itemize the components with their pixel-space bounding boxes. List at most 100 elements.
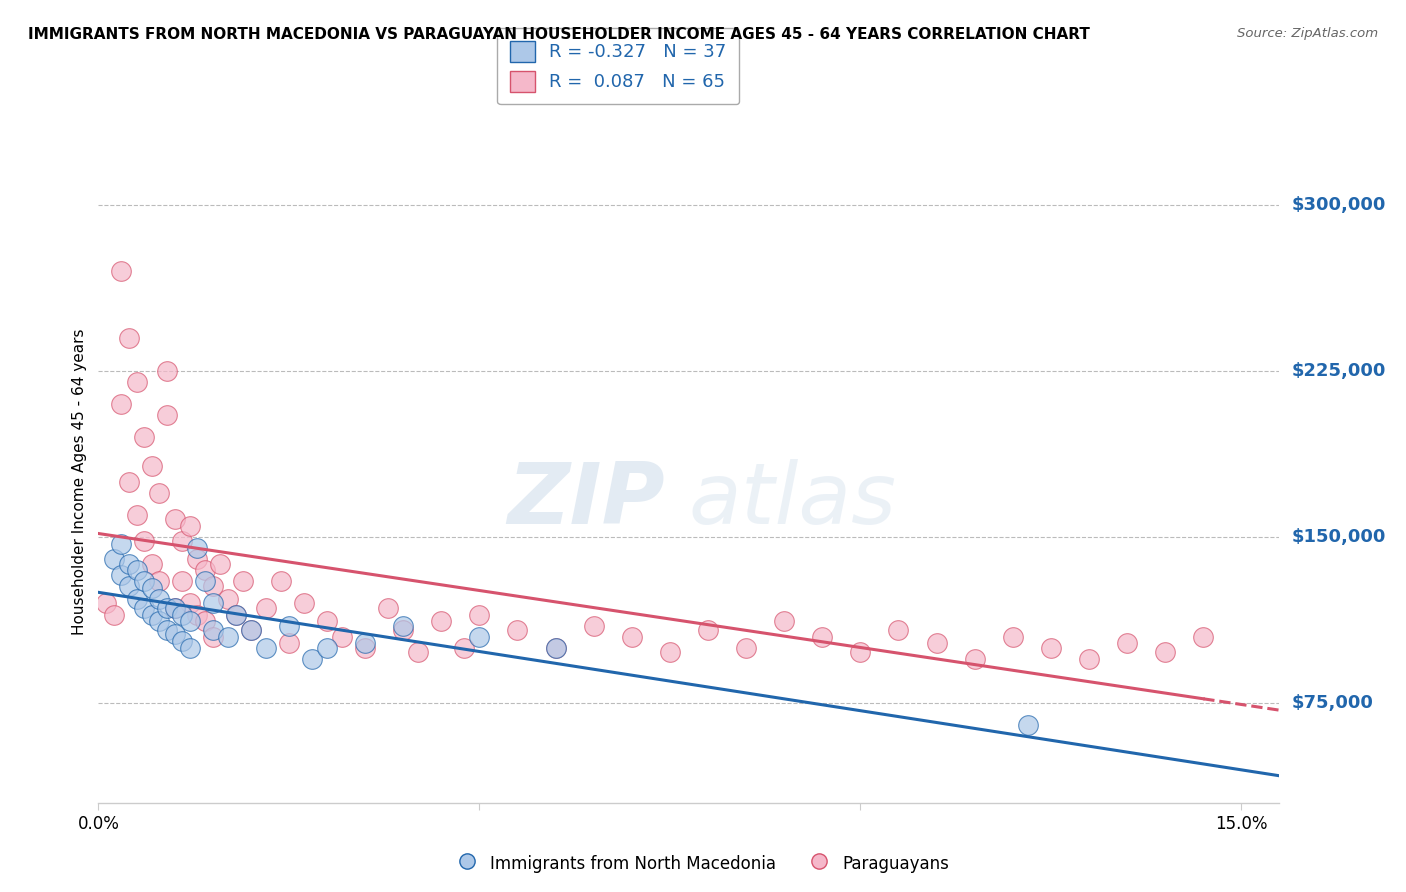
Point xyxy=(201,630,224,644)
Point xyxy=(811,630,834,644)
Point xyxy=(316,614,339,628)
Point xyxy=(544,640,567,655)
Point xyxy=(408,645,430,659)
Text: atlas: atlas xyxy=(689,459,897,542)
Point xyxy=(156,601,179,615)
Point xyxy=(292,597,315,611)
Point xyxy=(148,574,170,589)
Point xyxy=(148,592,170,607)
Point xyxy=(735,640,758,655)
Text: $150,000: $150,000 xyxy=(1291,528,1386,546)
Point xyxy=(254,601,277,615)
Point xyxy=(141,607,163,622)
Point xyxy=(1001,630,1024,644)
Point xyxy=(887,623,910,637)
Point xyxy=(179,519,201,533)
Point xyxy=(103,552,125,566)
Legend: R = -0.327   N = 37, R =  0.087   N = 65: R = -0.327 N = 37, R = 0.087 N = 65 xyxy=(496,29,740,104)
Point xyxy=(354,640,377,655)
Legend: Immigrants from North Macedonia, Paraguayans: Immigrants from North Macedonia, Paragua… xyxy=(450,847,956,880)
Point xyxy=(658,645,681,659)
Point xyxy=(270,574,292,589)
Point xyxy=(209,557,232,571)
Point xyxy=(392,623,415,637)
Text: $225,000: $225,000 xyxy=(1291,362,1386,380)
Point xyxy=(392,618,415,632)
Point xyxy=(963,652,986,666)
Point xyxy=(134,534,156,549)
Point xyxy=(110,567,132,582)
Point xyxy=(163,601,186,615)
Point xyxy=(925,636,948,650)
Point xyxy=(453,640,475,655)
Point xyxy=(134,430,156,444)
Point xyxy=(1017,718,1039,732)
Point xyxy=(217,630,239,644)
Point xyxy=(1192,630,1215,644)
Point xyxy=(118,475,141,489)
Point xyxy=(172,574,194,589)
Point xyxy=(582,618,605,632)
Point xyxy=(110,537,132,551)
Point xyxy=(544,640,567,655)
Point xyxy=(1078,652,1101,666)
Text: Source: ZipAtlas.com: Source: ZipAtlas.com xyxy=(1237,27,1378,40)
Point xyxy=(186,607,208,622)
Point xyxy=(125,563,148,577)
Text: $75,000: $75,000 xyxy=(1291,694,1374,712)
Point xyxy=(468,607,491,622)
Point xyxy=(163,601,186,615)
Point xyxy=(1039,640,1062,655)
Point xyxy=(354,636,377,650)
Point xyxy=(125,375,148,389)
Point xyxy=(468,630,491,644)
Point xyxy=(156,623,179,637)
Point xyxy=(330,630,353,644)
Point xyxy=(301,652,323,666)
Point xyxy=(316,640,339,655)
Point xyxy=(186,541,208,555)
Point xyxy=(94,597,117,611)
Point xyxy=(141,557,163,571)
Point xyxy=(225,607,247,622)
Point xyxy=(110,397,132,411)
Point xyxy=(506,623,529,637)
Point xyxy=(225,607,247,622)
Point xyxy=(179,597,201,611)
Point xyxy=(156,364,179,378)
Point xyxy=(179,640,201,655)
Text: $300,000: $300,000 xyxy=(1291,196,1386,214)
Point xyxy=(163,627,186,641)
Point xyxy=(232,574,254,589)
Point xyxy=(156,409,179,423)
Point xyxy=(118,557,141,571)
Point xyxy=(148,614,170,628)
Point xyxy=(773,614,796,628)
Point xyxy=(194,574,217,589)
Point xyxy=(103,607,125,622)
Point xyxy=(194,614,217,628)
Point xyxy=(172,634,194,648)
Point xyxy=(277,618,299,632)
Point xyxy=(239,623,262,637)
Point xyxy=(277,636,299,650)
Point xyxy=(172,534,194,549)
Point xyxy=(118,331,141,345)
Point xyxy=(134,574,156,589)
Point xyxy=(125,592,148,607)
Point xyxy=(239,623,262,637)
Point xyxy=(217,592,239,607)
Point xyxy=(254,640,277,655)
Point xyxy=(125,508,148,522)
Point xyxy=(201,579,224,593)
Point xyxy=(430,614,453,628)
Point xyxy=(118,579,141,593)
Point xyxy=(697,623,720,637)
Point xyxy=(201,623,224,637)
Point xyxy=(1154,645,1177,659)
Point xyxy=(377,601,399,615)
Point xyxy=(201,597,224,611)
Point xyxy=(110,264,132,278)
Point xyxy=(186,552,208,566)
Point xyxy=(163,512,186,526)
